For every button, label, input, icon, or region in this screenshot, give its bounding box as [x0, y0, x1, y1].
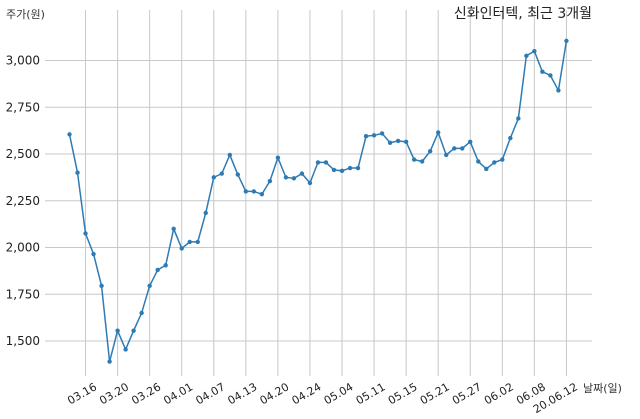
- price-point: [395, 138, 401, 144]
- x-tick-label: 04.20: [258, 380, 292, 407]
- price-point: [259, 192, 265, 197]
- price-point: [460, 146, 465, 151]
- price-point: [131, 328, 136, 333]
- price-point: [403, 139, 409, 145]
- price-point: [419, 159, 425, 164]
- price-point: [492, 160, 497, 165]
- price-point: [435, 130, 441, 135]
- x-tick-label: 03.26: [129, 380, 163, 407]
- price-point: [187, 239, 192, 245]
- y-tick-labels: 1,500 1,750 2,000 2,250 2,500 2,750 3,000: [6, 54, 40, 349]
- price-point: [283, 175, 289, 180]
- x-tick-label: 06.02: [482, 380, 516, 407]
- price-point: [379, 131, 385, 136]
- price-point: [387, 140, 393, 145]
- price-point: [516, 116, 521, 121]
- price-point: [371, 133, 377, 138]
- price-point: [163, 263, 168, 268]
- price-point: [243, 189, 249, 194]
- price-point: [115, 328, 120, 333]
- price-point: [452, 146, 457, 151]
- price-point: [524, 53, 529, 59]
- price-point: [147, 283, 152, 289]
- x-tick-label: 05.27: [450, 380, 484, 407]
- x-tick-labels: 03.1603.2003.2604.0104.0704.1304.2004.24…: [65, 380, 580, 416]
- price-point: [468, 139, 473, 145]
- x-tick-label: 05.21: [418, 380, 452, 407]
- x-tick-label: 03.20: [97, 380, 131, 407]
- price-point: [556, 88, 561, 93]
- y-tick-label: 2,750: [6, 100, 40, 114]
- grid-layer: [45, 10, 592, 376]
- price-point: [331, 167, 337, 173]
- y-tick-label: 1,750: [6, 287, 40, 301]
- price-point: [91, 251, 96, 257]
- price-point: [564, 38, 569, 44]
- price-point: [267, 178, 273, 184]
- price-point: [67, 132, 72, 137]
- price-points: [67, 38, 569, 364]
- x-tick-label: 05.15: [386, 380, 420, 407]
- price-point: [251, 189, 257, 194]
- x-tick-label: 05.11: [354, 380, 388, 407]
- price-point: [323, 160, 329, 165]
- price-point: [155, 267, 160, 273]
- y-tick-label: 2,250: [6, 194, 40, 208]
- x-tick-label: 04.24: [290, 380, 324, 407]
- price-point: [227, 152, 232, 158]
- price-point: [99, 283, 104, 289]
- price-point: [107, 359, 112, 364]
- price-point: [299, 171, 305, 176]
- price-point: [123, 347, 128, 352]
- price-point: [179, 246, 184, 251]
- x-axis-label: 날짜(일): [583, 381, 622, 395]
- price-point: [75, 170, 80, 175]
- y-tick-label: 1,500: [6, 334, 40, 348]
- price-point: [411, 157, 417, 162]
- price-point: [339, 168, 345, 174]
- price-point: [139, 310, 144, 316]
- price-point: [275, 155, 281, 160]
- price-point: [427, 148, 433, 154]
- price-point: [195, 239, 200, 245]
- price-point: [203, 210, 208, 216]
- price-point: [484, 166, 489, 172]
- price-point: [508, 135, 513, 141]
- price-point: [548, 73, 553, 78]
- price-point: [476, 159, 481, 164]
- price-point: [500, 157, 505, 162]
- price-point: [347, 165, 353, 171]
- price-point: [83, 231, 88, 236]
- y-tick-label: 2,000: [6, 241, 40, 255]
- x-tick-label: 04.01: [161, 380, 195, 407]
- chart-title: 신화인터텍, 최근 3개월: [454, 6, 592, 22]
- price-point: [211, 175, 216, 180]
- price-point: [444, 152, 449, 158]
- price-point: [235, 172, 241, 177]
- y-axis-label: 주가(원): [6, 8, 45, 21]
- price-point: [540, 69, 545, 74]
- price-point: [363, 134, 369, 139]
- y-tick-label: 3,000: [6, 54, 40, 68]
- price-point: [171, 226, 176, 231]
- x-tick-label: 04.07: [193, 380, 227, 407]
- price-point: [291, 176, 297, 181]
- x-tick-label: 05.04: [322, 380, 356, 407]
- price-point: [307, 180, 313, 186]
- price-point: [219, 171, 224, 176]
- price-point: [315, 160, 321, 165]
- x-tick-label: 04.13: [226, 380, 260, 407]
- price-point: [532, 48, 537, 54]
- x-tick-label: 03.16: [65, 380, 99, 407]
- y-tick-label: 2,500: [6, 147, 40, 161]
- price-point: [355, 165, 361, 171]
